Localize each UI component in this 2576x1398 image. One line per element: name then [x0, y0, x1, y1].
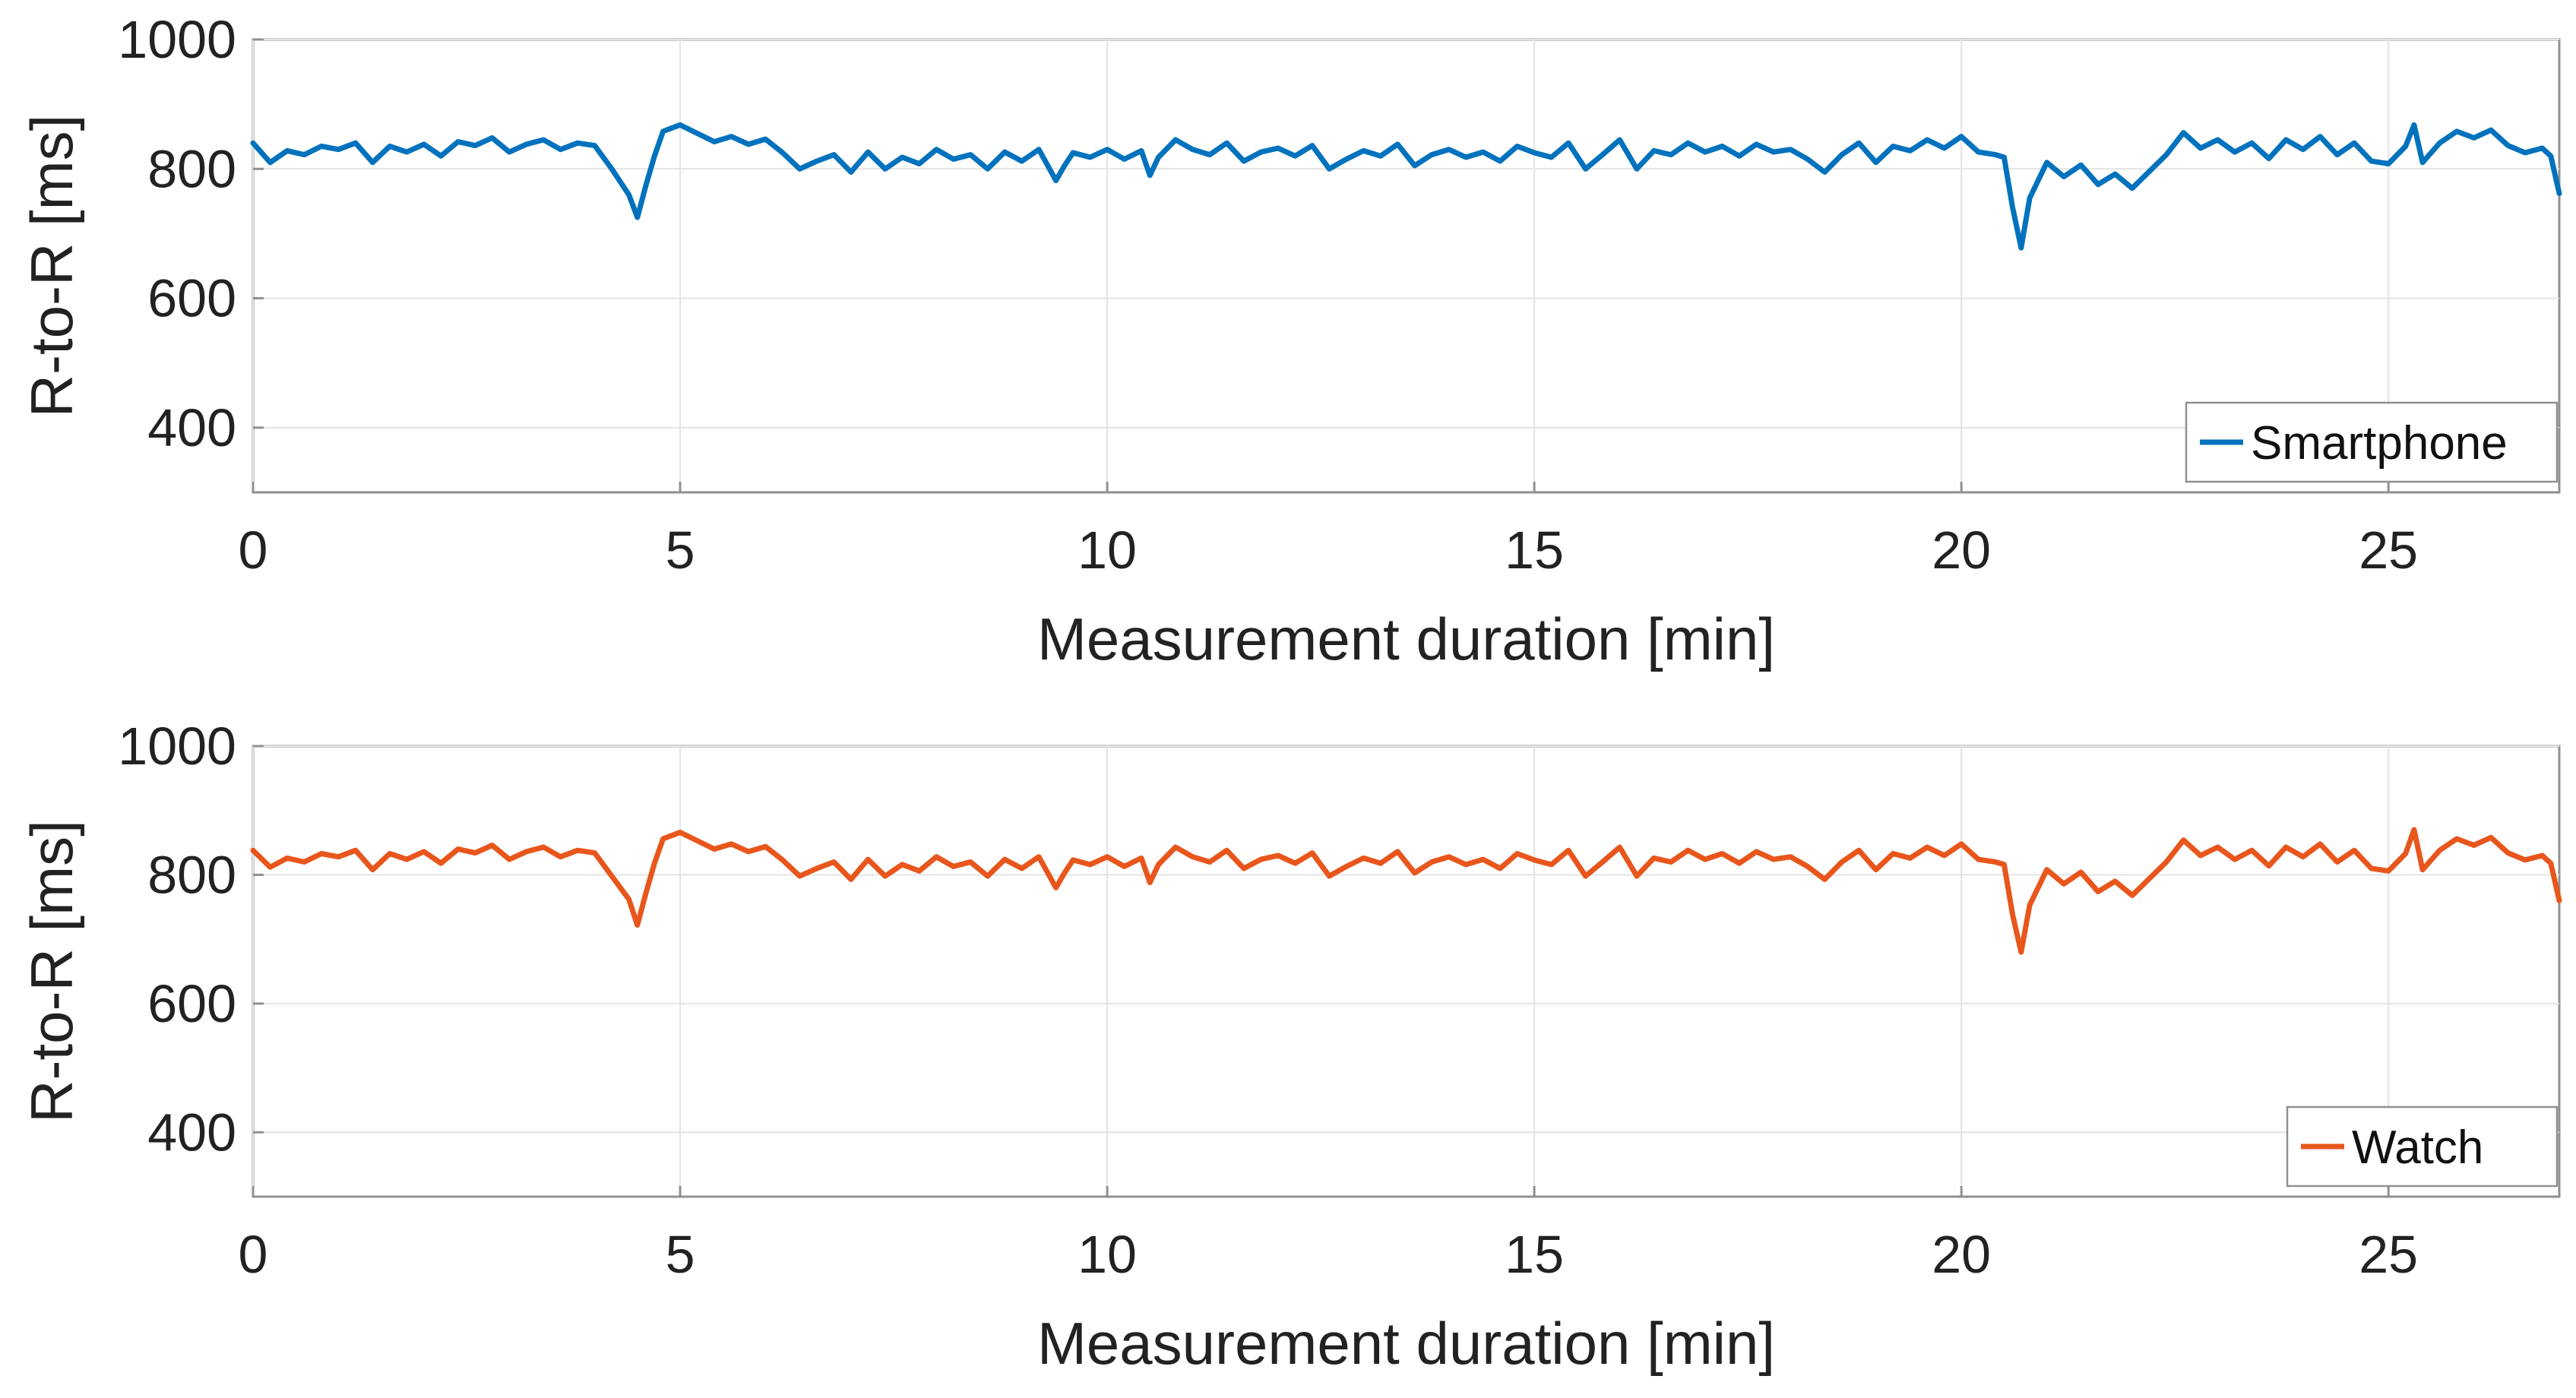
chart-1-x-tick-label: 0 [239, 520, 268, 580]
chart-2-x-tick-label: 5 [666, 1225, 695, 1284]
chart-top: 0 5 10 15 20 25 400 600 800 1000 Measurement durat… [18, 10, 2562, 672]
chart-1-y-tick-label: 400 [147, 398, 236, 457]
chart-2-legend-label: Watch [2352, 1121, 2483, 1174]
chart-1-x-tick-label: 5 [666, 520, 695, 580]
chart-2-x-axis-label: Measurement duration [min] [1037, 1310, 1775, 1377]
chart-1-y-axis-label: R-to-R [ms] [18, 115, 85, 418]
chart-2-y-axis-label: R-to-R [ms] [18, 820, 85, 1123]
chart-2-y-tick-label: 1000 [118, 716, 236, 776]
chart-2-y-tick-label: 400 [147, 1102, 236, 1162]
chart-1-y-tick-label: 600 [147, 269, 236, 328]
chart-1-series-line-smartphone [250, 122, 2562, 251]
chart-1-x-tick-label: 10 [1078, 520, 1137, 580]
chart-1-legend-label: Smartphone [2251, 417, 2508, 470]
chart-bottom: 0 5 10 15 20 25 400 600 800 1000 Measurement durat… [18, 716, 2562, 1377]
chart-1-x-axis-label: Measurement duration [min] [1037, 606, 1775, 672]
chart-2-y-tick-label: 600 [147, 974, 236, 1033]
chart-2-x-tick-label: 0 [239, 1225, 268, 1284]
chart-2-x-tick-label: 15 [1505, 1225, 1564, 1284]
chart-1-legend [2185, 401, 2559, 483]
chart-1-x-tick-label: 25 [2359, 520, 2418, 580]
chart-1-y-tick-label: 1000 [118, 10, 236, 69]
chart-1-plot-area [252, 38, 2561, 494]
chart-1-y-tick-label: 800 [147, 139, 236, 198]
chart-2-series-line-watch [250, 827, 2562, 955]
chart-1-x-tick-label: 15 [1505, 520, 1564, 580]
chart-2-y-tick-label: 800 [147, 845, 236, 904]
chart-2-x-tick-label: 10 [1078, 1225, 1137, 1284]
chart-1-x-tick-label: 20 [1932, 520, 1991, 580]
chart-2-plot-area [252, 745, 2561, 1198]
chart-2-x-tick-label: 25 [2359, 1225, 2418, 1284]
chart-2-x-tick-label: 20 [1932, 1225, 1991, 1284]
